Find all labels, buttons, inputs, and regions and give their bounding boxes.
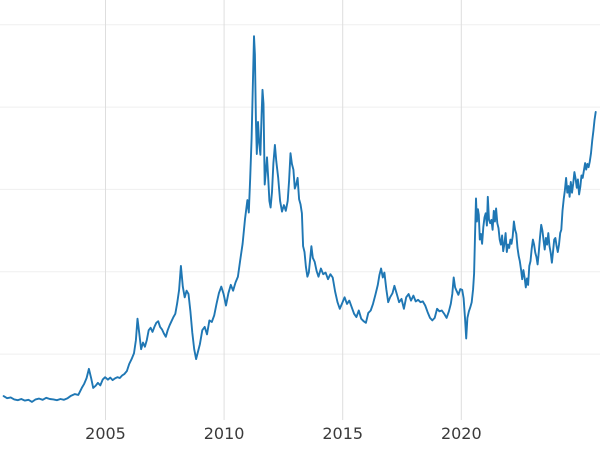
x-tick-label: 2005 xyxy=(85,424,126,443)
x-tick-label: 2010 xyxy=(203,424,245,443)
x-tick-label: 2020 xyxy=(440,424,482,443)
x-axis: 2005 2010 2015 2020 xyxy=(0,423,600,450)
x-tick-label: 2015 xyxy=(322,424,364,443)
price-series-line xyxy=(2,35,597,403)
